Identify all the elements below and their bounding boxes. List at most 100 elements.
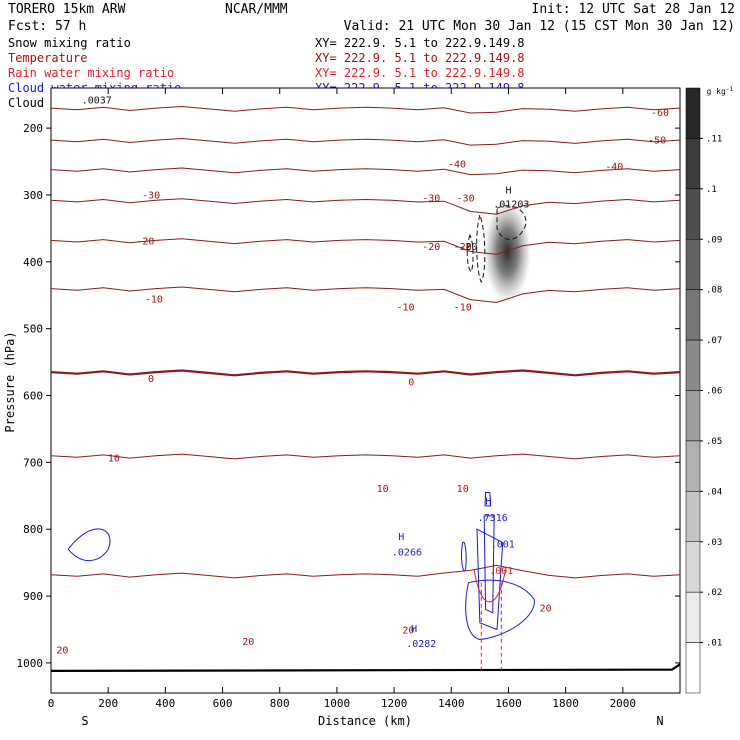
temperature-contour: [50, 564, 681, 579]
valid-label: Valid: 21 UTC Mon 30 Jan 12 (15 CST Mon …: [344, 19, 735, 34]
contour-label: 0: [408, 377, 414, 388]
x-tick-label: 1000: [324, 697, 351, 710]
colorbar-unit: g kg-1: [707, 86, 734, 96]
contour-labels: -60-50-40 -40-30 -30 -30-20 -20 -20-10-10 -100…: [56, 95, 669, 656]
contour-label: -20: [422, 242, 440, 253]
snow-max-blob: [483, 199, 532, 304]
cloud-water-contour: [461, 541, 467, 572]
y-axis-label: Pressure (hPa): [3, 331, 17, 432]
legend-field-xy: XY= 222.9. 5.1 to 222.9.149.8: [315, 51, 525, 65]
x-tick-label: 800: [270, 697, 290, 710]
contour-label: -30: [422, 194, 440, 205]
colorbar-box: [685, 239, 701, 290]
contour-label: -20: [459, 242, 477, 253]
colorbar-label: .08: [706, 286, 722, 296]
temperature-contour: [50, 453, 681, 460]
x-tick-label: 1800: [552, 697, 579, 710]
init-label: Init: 12 UTC Sat 28 Jan 12: [532, 2, 736, 17]
cloud-ice-contour: [496, 205, 527, 240]
contour-label: H: [411, 624, 417, 635]
contour-label: .0266: [392, 547, 422, 558]
colorbar-label: .06: [706, 387, 722, 397]
colorbar-box: [685, 591, 701, 643]
contour-label: H: [505, 186, 511, 197]
cloud-water-contours: [67, 491, 535, 671]
colorbar-box: [685, 339, 701, 391]
x-tick-label: 200: [98, 697, 118, 710]
colorbar-box: [685, 289, 701, 341]
x-tick-label: 1600: [495, 697, 522, 710]
contour-label: 20: [242, 637, 254, 648]
x-tick-label: 400: [155, 697, 175, 710]
colorbar-label: .07: [706, 336, 722, 346]
contour-label: -20: [136, 236, 154, 247]
contour-label: .0037: [82, 95, 112, 106]
colorbar-box: [685, 188, 701, 240]
contour-label: H: [485, 496, 491, 507]
snow-shading: [483, 199, 532, 304]
y-tick-label: 600: [23, 390, 43, 403]
model-label: TORERO 15km ARW: [8, 2, 126, 17]
cloud-water-contour: [484, 491, 492, 507]
colorbar-label: .03: [706, 538, 722, 548]
legend-field-name: Snow mixing ratio: [8, 36, 131, 50]
north-label: N: [656, 714, 663, 728]
contour-label: -50: [648, 135, 666, 146]
legend-field-name: Temperature: [8, 51, 87, 65]
temperature-contour: [50, 198, 681, 215]
contour-label: -30: [457, 194, 475, 205]
temperature-contour: [50, 238, 681, 255]
y-tick-label: 800: [23, 523, 43, 536]
contour-label: .0282: [406, 639, 436, 650]
colorbar-label: .02: [706, 588, 722, 598]
temperature-contour: [50, 167, 681, 176]
colorbar-label: .09: [706, 235, 722, 245]
cloud-ice-contours: [466, 205, 527, 283]
temperature-contour: [50, 369, 681, 377]
contour-label: 0: [148, 374, 154, 385]
colorbar-box: [685, 440, 701, 492]
x-tick-label: 600: [213, 697, 233, 710]
temperature-contours: [50, 105, 681, 672]
y-tick-label: 300: [23, 189, 43, 202]
y-tick-label: 900: [23, 590, 43, 603]
cloud-ice-contour: [476, 213, 486, 283]
plot-area: [50, 87, 681, 694]
colorbar-box: [685, 87, 701, 139]
colorbar-label: .05: [706, 437, 722, 447]
colorbar-box: [685, 541, 701, 593]
colorbar-label: .1: [706, 185, 717, 195]
y-tick-label: 700: [23, 456, 43, 469]
legend-field-name: Rain water mixing ratio: [8, 66, 174, 80]
contour-label: 10: [457, 484, 469, 495]
surface-line: [50, 663, 681, 672]
contour-label: 10: [377, 484, 389, 495]
contour-label: 20: [402, 625, 414, 636]
temperature-contour: [50, 286, 681, 304]
colorbar-label: .04: [706, 487, 722, 497]
contour-label: -10: [145, 295, 163, 306]
contour-label: -20: [454, 242, 472, 253]
colorbar-label: .01: [706, 639, 722, 649]
contour-label: .01203: [493, 200, 529, 211]
south-label: S: [81, 714, 88, 728]
x-tick-label: 1200: [381, 697, 408, 710]
cloud-water-contour: [67, 528, 111, 562]
contour-label: -10: [396, 303, 414, 314]
y-tick-label: 500: [23, 323, 43, 336]
y-tick-label: 400: [23, 256, 43, 269]
cloud-water-contour: [483, 515, 495, 614]
contour-label: .001: [489, 566, 513, 577]
x-tick-label: 0: [48, 697, 55, 710]
y-tick-label: 1000: [17, 657, 44, 670]
contour-label: H: [398, 532, 404, 543]
colorbar-label: .11: [706, 134, 722, 144]
contour-label: 20: [540, 603, 552, 614]
rain-water-contour: [473, 569, 507, 603]
contour-label: -60: [651, 108, 669, 119]
temperature-contour: [50, 137, 681, 146]
cloud-ice-contour: [466, 233, 474, 273]
